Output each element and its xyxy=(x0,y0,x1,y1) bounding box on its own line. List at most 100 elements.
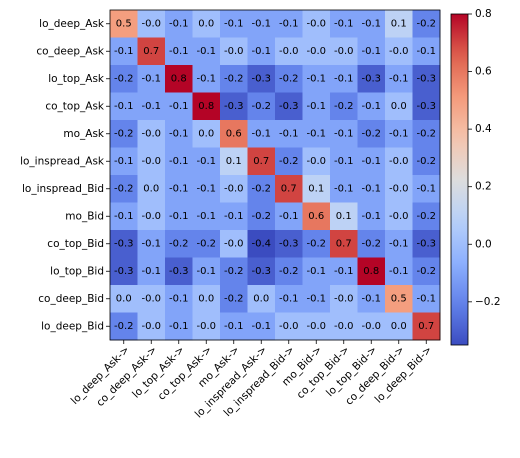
heatmap-cell xyxy=(220,37,248,66)
heatmap-cell xyxy=(165,37,193,66)
cell-value-label: -0.2 xyxy=(114,183,134,194)
cell-value-label: -0.0 xyxy=(224,183,244,194)
y-tick-label: lo_deep_Ask xyxy=(39,18,105,30)
heatmap-cell xyxy=(302,147,331,176)
cell-value-label: -0.3 xyxy=(224,101,244,112)
heatmap-cell xyxy=(385,92,413,121)
cell-value-label: -0.0 xyxy=(224,238,244,249)
cell-value-label: -0.1 xyxy=(251,46,271,57)
cell-value-label: -0.2 xyxy=(279,266,299,277)
cell-value-label: 0.6 xyxy=(308,211,324,222)
cell-value-label: -0.1 xyxy=(306,266,326,277)
heatmap-cell xyxy=(302,120,331,148)
heatmap-cell xyxy=(275,230,303,258)
heatmap-cell xyxy=(247,10,276,38)
cell-value-label: -0.1 xyxy=(251,18,271,29)
cell-value-label: -0.1 xyxy=(141,266,161,277)
cell-value-label: -0.1 xyxy=(279,211,299,222)
cell-value-label: -0.1 xyxy=(251,321,271,332)
heatmap-cell xyxy=(385,37,413,66)
heatmap-cell xyxy=(137,230,166,258)
cell-value-label: -0.1 xyxy=(224,321,244,332)
heatmap-cell xyxy=(137,312,166,341)
cell-value-label: -0.1 xyxy=(389,128,409,139)
heatmap-cell xyxy=(357,37,386,66)
cell-value-label: -0.1 xyxy=(306,128,326,139)
heatmap-cell xyxy=(357,257,386,286)
cell-value-label: -0.1 xyxy=(114,211,134,222)
cell-value-label: -0.1 xyxy=(169,46,189,57)
heatmap-cell xyxy=(192,65,221,93)
heatmap-cell xyxy=(110,65,138,93)
heatmap-cell xyxy=(137,92,166,121)
heatmap-cell xyxy=(220,120,248,148)
cell-value-label: -0.0 xyxy=(306,321,326,332)
cell-value-label: -0.1 xyxy=(334,183,354,194)
heatmap-cell-labels: 0.5 -0.0 -0.1 0.0 -0.1 -0.1 -0.1 -0.0 -0.1 -0.1 0.… xyxy=(114,18,436,332)
cell-value-label: -0.2 xyxy=(361,128,381,139)
heatmap-cell xyxy=(357,175,386,203)
heatmap-cell xyxy=(247,257,276,286)
heatmap-cell xyxy=(110,175,138,203)
cell-value-label: 0.5 xyxy=(116,18,132,29)
cell-value-label: -0.1 xyxy=(334,128,354,139)
cell-value-label: -0.2 xyxy=(416,18,436,29)
cell-value-label: -0.1 xyxy=(196,183,216,194)
heatmap-cell xyxy=(165,175,193,203)
cell-value-label: -0.1 xyxy=(361,156,381,167)
cell-value-label: -0.3 xyxy=(251,266,271,277)
cell-value-label: -0.2 xyxy=(361,238,381,249)
heatmap-cell xyxy=(302,175,331,203)
cell-value-label: 0.1 xyxy=(226,156,242,167)
heatmap-cell xyxy=(412,175,441,203)
heatmap-cell xyxy=(330,37,358,66)
heatmap-cell xyxy=(192,120,221,148)
heatmap-cell xyxy=(330,257,358,286)
cell-value-label: -0.3 xyxy=(416,73,436,84)
cell-value-label: -0.3 xyxy=(251,73,271,84)
cell-value-label: 0.7 xyxy=(143,46,159,57)
cell-value-label: -0.2 xyxy=(251,101,271,112)
cell-value-label: -0.4 xyxy=(251,238,271,249)
cell-value-label: 0.0 xyxy=(198,128,214,139)
cell-value-label: -0.0 xyxy=(389,46,409,57)
cell-value-label: -0.1 xyxy=(196,156,216,167)
cell-value-label: 0.0 xyxy=(391,321,407,332)
heatmap-cell xyxy=(137,120,166,148)
heatmap-cell xyxy=(137,202,166,231)
y-tick-label: lo_inspread_Ask xyxy=(20,155,105,167)
cell-value-label: -0.2 xyxy=(224,73,244,84)
cell-value-label: -0.0 xyxy=(279,46,299,57)
cell-value-label: -0.0 xyxy=(334,293,354,304)
heatmap-cell xyxy=(275,10,303,38)
y-tick-label: lo_top_Ask xyxy=(48,73,105,85)
cell-value-label: 0.0 xyxy=(391,101,407,112)
cell-value-label: -0.1 xyxy=(169,128,189,139)
cell-value-label: -0.1 xyxy=(361,183,381,194)
cell-value-label: -0.2 xyxy=(114,321,134,332)
cell-value-label: -0.0 xyxy=(141,18,161,29)
heatmap-cell xyxy=(137,285,166,313)
heatmap-cell xyxy=(275,175,303,203)
colorbar-tick-label: 0.6 xyxy=(475,66,492,78)
heatmap-cell xyxy=(302,10,331,38)
cell-value-label: -0.1 xyxy=(224,18,244,29)
heatmap-cell xyxy=(137,10,166,38)
heatmap-cell xyxy=(137,65,166,93)
heatmap-cell xyxy=(247,285,276,313)
cell-value-label: -0.1 xyxy=(169,321,189,332)
cell-value-label: -0.1 xyxy=(251,128,271,139)
cell-value-label: -0.0 xyxy=(141,128,161,139)
cell-value-label: -0.0 xyxy=(196,321,216,332)
heatmap-cell xyxy=(110,257,138,286)
cell-value-label: -0.0 xyxy=(141,293,161,304)
heatmap-cell xyxy=(357,10,386,38)
cell-value-label: -0.1 xyxy=(196,266,216,277)
heatmap-cell xyxy=(385,257,413,286)
cell-value-label: -0.1 xyxy=(279,293,299,304)
heatmap-cell xyxy=(385,285,413,313)
cell-value-label: -0.1 xyxy=(389,238,409,249)
heatmap-cell xyxy=(330,147,358,176)
cell-value-label: -0.1 xyxy=(141,238,161,249)
